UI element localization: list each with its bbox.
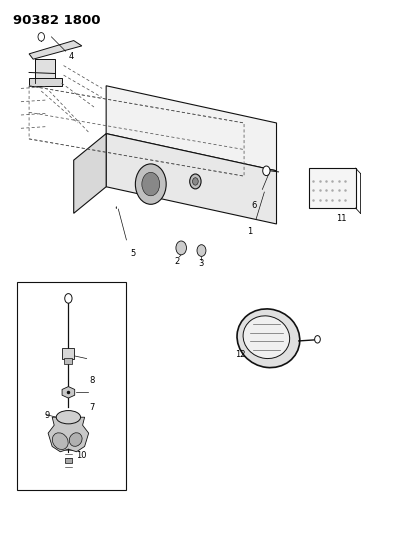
- Text: 8: 8: [89, 376, 95, 385]
- Text: 10: 10: [77, 451, 87, 460]
- Text: 9: 9: [45, 411, 50, 420]
- Circle shape: [190, 174, 201, 189]
- Text: 11: 11: [336, 214, 347, 223]
- Bar: [62, 348, 74, 359]
- Circle shape: [65, 294, 72, 303]
- Ellipse shape: [237, 309, 300, 368]
- Bar: [65, 458, 72, 463]
- Circle shape: [142, 172, 160, 196]
- Ellipse shape: [53, 433, 68, 449]
- Circle shape: [197, 245, 206, 256]
- Circle shape: [38, 33, 44, 41]
- Polygon shape: [35, 59, 55, 83]
- Text: 5: 5: [130, 249, 135, 258]
- Circle shape: [176, 241, 186, 255]
- Bar: [17, 282, 127, 490]
- Circle shape: [193, 177, 198, 185]
- Circle shape: [315, 336, 320, 343]
- Text: 4: 4: [69, 52, 74, 61]
- Polygon shape: [48, 417, 89, 452]
- Text: 1: 1: [247, 228, 253, 237]
- Text: 12: 12: [235, 350, 245, 359]
- Bar: [64, 358, 72, 364]
- Polygon shape: [29, 41, 82, 59]
- Polygon shape: [74, 134, 106, 213]
- Circle shape: [136, 164, 166, 204]
- Text: 90382 1800: 90382 1800: [13, 14, 101, 27]
- Polygon shape: [29, 78, 61, 86]
- Polygon shape: [62, 386, 75, 398]
- Polygon shape: [106, 134, 276, 224]
- Text: 3: 3: [199, 260, 204, 268]
- Ellipse shape: [243, 316, 290, 359]
- Polygon shape: [106, 86, 276, 171]
- Circle shape: [263, 166, 270, 175]
- Text: 6: 6: [252, 201, 257, 210]
- Ellipse shape: [69, 433, 82, 446]
- Bar: [309, 168, 356, 208]
- Text: 7: 7: [89, 403, 95, 412]
- Ellipse shape: [56, 410, 81, 424]
- Text: 2: 2: [175, 257, 180, 265]
